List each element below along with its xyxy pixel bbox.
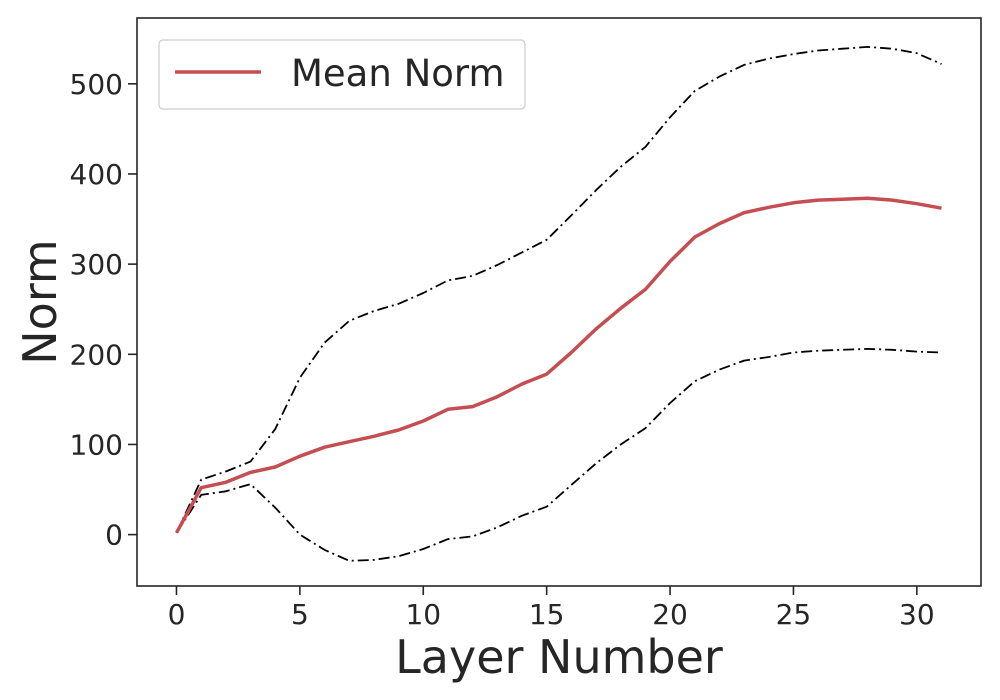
x-tick-label: 0 — [168, 598, 186, 631]
y-axis-ticks: 0 100 200 300 400 500 — [70, 68, 137, 552]
plot-frame — [136, 17, 982, 587]
plot-background — [137, 18, 981, 586]
x-tick-label: 30 — [899, 598, 935, 631]
y-tick-label: 100 — [70, 428, 123, 461]
series-line-mean-norm — [174, 196, 942, 534]
x-axis-ticks: 0 5 10 15 20 25 30 — [168, 586, 935, 631]
x-tick-label: 25 — [776, 598, 812, 631]
x-axis-label: Layer Number — [395, 630, 723, 684]
x-tick-label: 15 — [529, 598, 565, 631]
legend-box — [158, 39, 526, 110]
x-tick-label: 5 — [291, 598, 309, 631]
y-tick-label: 0 — [105, 519, 123, 552]
y-tick-label: 200 — [70, 338, 123, 371]
legend-label-mean-norm: Mean Norm — [291, 52, 505, 95]
x-tick-label: 20 — [652, 598, 688, 631]
series-lines — [174, 46, 942, 562]
x-tick-label: 10 — [405, 598, 441, 631]
y-tick-label: 500 — [70, 68, 123, 101]
series-line-lower-bound — [175, 347, 942, 562]
y-tick-label: 300 — [70, 248, 123, 281]
series-line-upper-bound — [175, 46, 942, 534]
y-axis-label: Norm — [13, 239, 67, 364]
y-tick-label: 400 — [70, 158, 123, 191]
legend: Mean Norm — [158, 39, 526, 110]
